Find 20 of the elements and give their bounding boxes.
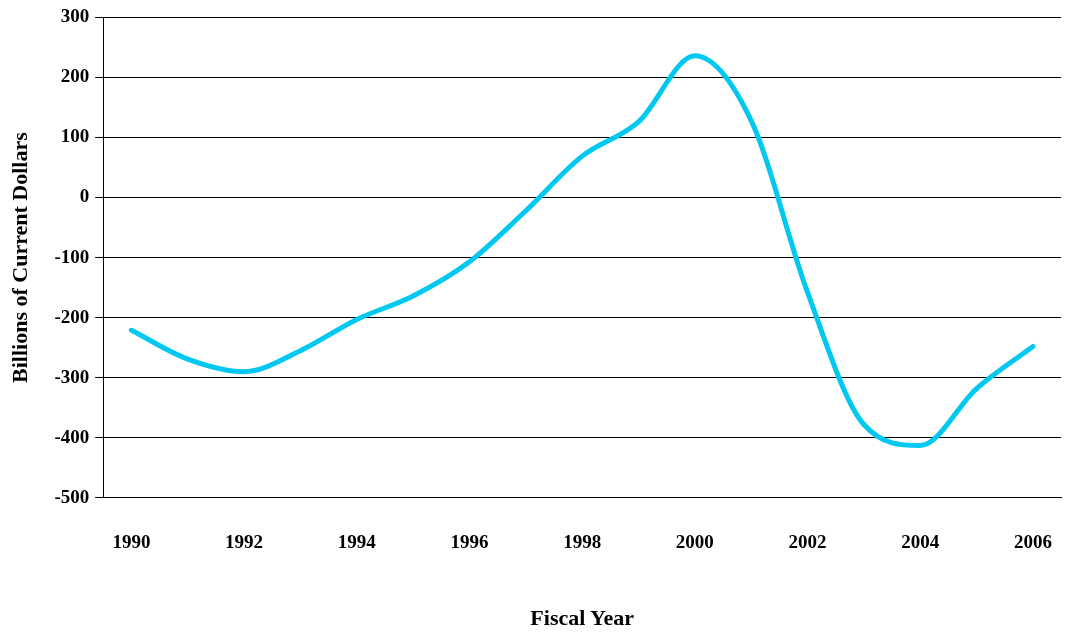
- y-tick-label: -300: [54, 365, 90, 387]
- x-tick-label: 1994: [337, 531, 377, 553]
- y-axis-title: Billions of Current Dollars: [6, 131, 32, 383]
- x-tick-label: 1992: [225, 531, 264, 553]
- x-tick-label: 2000: [675, 531, 714, 553]
- y-tick-label: 200: [60, 65, 90, 87]
- y-tick-label: -500: [54, 485, 90, 507]
- x-tick-label: 1990: [112, 531, 151, 553]
- y-tick-label: -200: [54, 305, 90, 327]
- y-tick-label: 300: [60, 5, 90, 27]
- y-tick-label: 0: [79, 185, 90, 207]
- y-tick-label: 100: [60, 125, 90, 147]
- y-tick-label: -100: [54, 245, 90, 267]
- y-tick-label: -400: [54, 425, 90, 447]
- x-tick-label: 1998: [563, 531, 602, 553]
- x-tick-label: 1996: [450, 531, 489, 553]
- x-axis-title: Fiscal Year: [530, 605, 635, 631]
- x-tick-label: 2004: [901, 531, 940, 553]
- x-tick-label: 2006: [1013, 531, 1052, 553]
- x-tick-label: 2002: [788, 531, 827, 553]
